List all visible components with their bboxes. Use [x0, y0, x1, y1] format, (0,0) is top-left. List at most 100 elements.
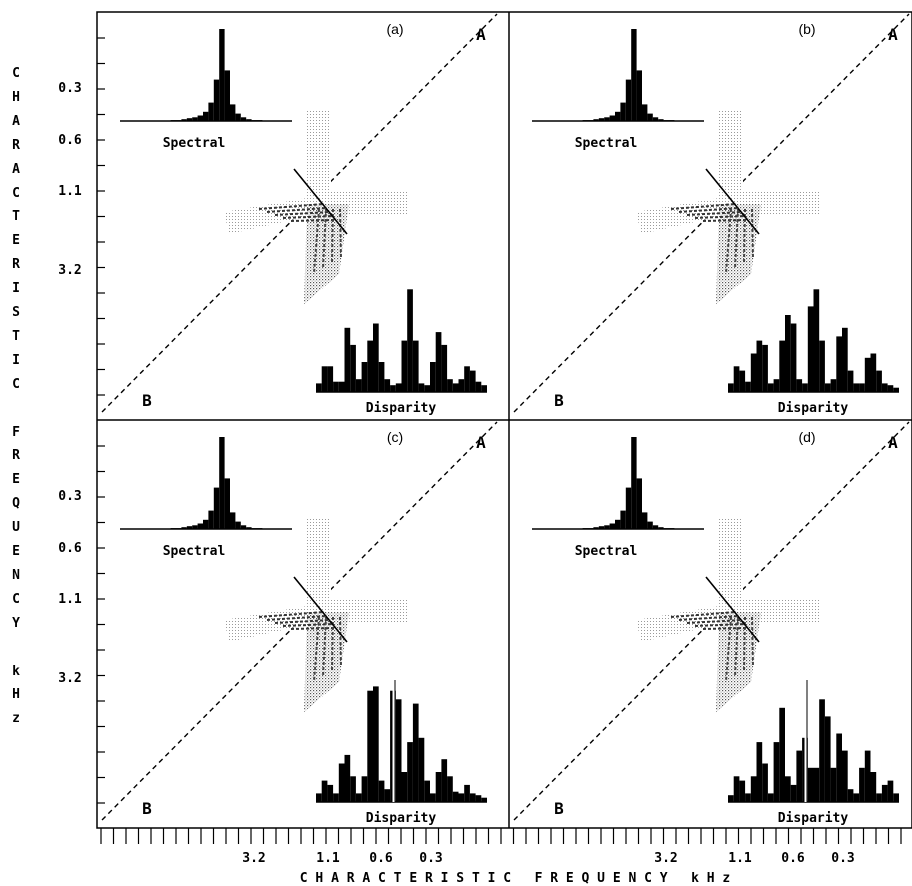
dark-streak	[686, 211, 743, 216]
perpendicular-line	[293, 168, 348, 235]
spectral-bar	[658, 119, 664, 121]
disparity-bar	[373, 686, 379, 802]
panel-d: (d) A B Spectral Disparity	[513, 421, 910, 826]
spectral-bar	[213, 487, 220, 529]
disparity-bar	[424, 385, 430, 392]
disparity-bar	[870, 772, 877, 802]
disparity-bar	[361, 362, 368, 392]
disparity-bar	[767, 383, 774, 392]
disparity-bar	[876, 793, 882, 802]
disparity-bar	[876, 370, 882, 392]
disparity-bar	[384, 379, 391, 392]
y-axis-title-letter: N	[12, 567, 20, 583]
spectral-bar	[192, 117, 198, 121]
spectral-histogram	[120, 437, 292, 530]
x-tick-label: 1.1	[316, 851, 340, 866]
disparity-bar	[830, 379, 837, 392]
x-tick-label: 0.3	[831, 851, 854, 866]
spectral-bar	[186, 526, 193, 529]
spectral-bar	[658, 527, 664, 529]
disparity-bar	[316, 793, 322, 802]
disparity-histogram	[316, 289, 487, 393]
disparity-bar	[418, 383, 425, 392]
disparity-bar	[745, 793, 751, 802]
disparity-bar	[842, 750, 848, 802]
dark-streak	[322, 616, 327, 678]
disparity-label: Disparity	[366, 811, 437, 826]
spectral-bar	[669, 528, 675, 529]
dark-streak	[339, 616, 342, 668]
spectral-bar	[235, 113, 241, 121]
disparity-bar	[441, 759, 448, 802]
disparity-bar	[447, 379, 453, 392]
spectral-bar	[230, 104, 236, 121]
disparity-bar	[836, 336, 842, 392]
disparity-bar	[767, 793, 774, 802]
disparity-bar	[441, 344, 448, 392]
dark-streak	[678, 207, 740, 213]
spectral-bar	[631, 29, 637, 121]
y-axis-title-letter: E	[12, 233, 20, 249]
panel-label: (a)	[386, 21, 403, 37]
disparity-bar	[430, 793, 436, 802]
spectral-bar	[582, 528, 588, 529]
spectral-bar	[647, 113, 653, 121]
disparity-bar	[819, 699, 825, 802]
y-axis-title-letter: T	[12, 209, 20, 225]
disparity-bar	[338, 763, 345, 802]
panel-c: (c) A B Spectral Disparity	[101, 421, 498, 826]
spectral-bar	[582, 120, 588, 121]
disparity-bar	[469, 370, 476, 392]
disparity-bar	[728, 795, 734, 802]
dark-streak	[734, 616, 739, 678]
y-axis-title-letter: C	[12, 185, 20, 201]
spectral-bar	[246, 527, 252, 529]
disparity-bar	[733, 776, 740, 802]
x-tick-label: 1.1	[728, 851, 752, 866]
y-tick-label: 0.3	[58, 81, 81, 96]
spectral-bar	[598, 526, 605, 529]
spectral-bar	[598, 118, 605, 121]
dark-streak	[313, 616, 320, 683]
spectral-bar	[240, 117, 247, 121]
disparity-bar	[333, 381, 339, 392]
spectral-bar	[620, 510, 626, 529]
disparity-bar	[412, 340, 419, 392]
y-axis-title-letter: R	[12, 257, 20, 273]
stipple-arm-up	[307, 109, 331, 204]
disparity-bar	[481, 385, 487, 392]
dark-streak	[670, 611, 737, 618]
disparity-bar	[796, 750, 803, 802]
spectral-bar	[170, 120, 176, 121]
spectral-bar	[588, 528, 594, 529]
disparity-bar	[367, 340, 373, 392]
disparity-bar	[407, 742, 413, 802]
disparity-bar	[853, 793, 860, 802]
spectral-bar	[652, 525, 659, 529]
disparity-bar	[807, 767, 814, 802]
spectral-bar	[235, 521, 241, 529]
disparity-bar	[327, 366, 334, 392]
y-tick-label: 3.2	[58, 263, 81, 278]
spectral-bar	[192, 525, 198, 529]
disparity-bar	[893, 793, 899, 802]
dark-streak	[743, 208, 746, 265]
disparity-bar	[447, 776, 453, 802]
x-tick-label: 0.6	[369, 851, 393, 866]
disparity-bar	[739, 370, 746, 392]
disparity-bar	[756, 742, 763, 802]
dark-streak	[266, 207, 328, 213]
stipple-arm-up	[307, 517, 331, 612]
spectral-bar	[197, 523, 203, 529]
y-tick-label: 1.1	[58, 592, 82, 607]
disparity-bar	[475, 381, 482, 392]
dark-streak	[290, 219, 337, 222]
perpendicular-line	[705, 168, 760, 235]
disparity-bar	[407, 289, 413, 392]
disparity-bar	[481, 797, 487, 802]
disparity-bar	[344, 327, 351, 392]
disparity-bar	[464, 784, 470, 802]
disparity-bar	[859, 767, 865, 802]
dark-streak	[670, 203, 737, 210]
spectral-bar	[224, 70, 230, 121]
